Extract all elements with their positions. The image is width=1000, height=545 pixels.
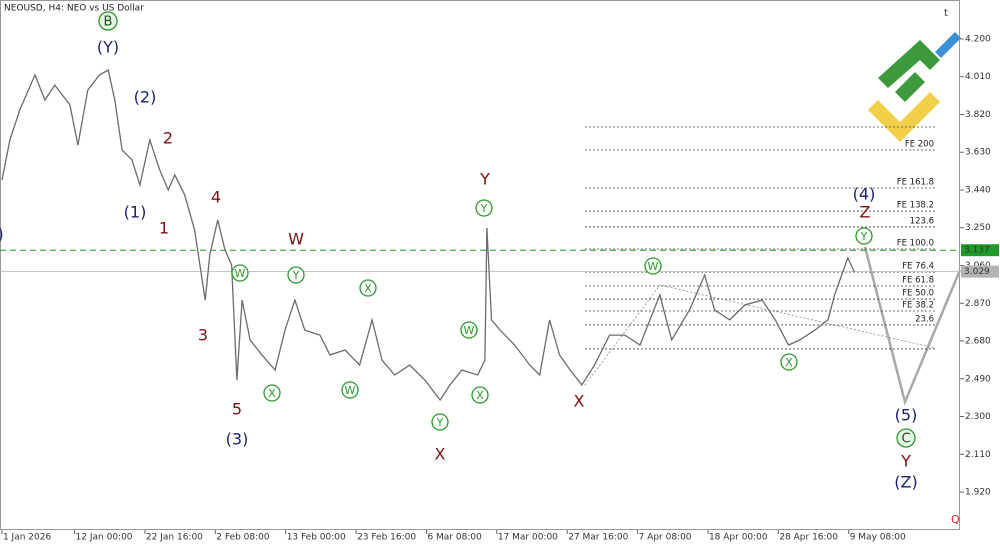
wave-circle [471,386,489,404]
wave-label: X [574,392,585,411]
wave-label: Y [900,452,911,471]
wave-circle [475,199,493,217]
y-tick-label: 3.440 [965,185,991,195]
wave-label: C [901,432,910,447]
wave-circle [855,227,873,245]
wave-label: X [268,387,276,400]
wave-circle [780,353,798,371]
wave-label: 2 [163,129,173,148]
wave-circle [896,428,916,448]
wave-label: W [288,230,304,249]
chart-title: NEOUSD, H4: NEO vs US Dollar [4,4,144,14]
projection-line [863,246,962,406]
wave-label: W [345,384,356,397]
x-tick-label: 2 Feb 08:00 [216,533,270,543]
wave-circle [231,264,249,282]
y-tick-label: 4.010 [965,72,991,82]
x-tick-label: 28 Apr 16:00 [779,533,838,543]
toolbar-icon[interactable]: t [944,8,948,19]
wave-label: (2) [134,88,157,107]
trend-line [584,284,936,386]
y-tick-label: 4.200 [965,34,991,44]
corner-icon[interactable]: Q [951,513,960,526]
wave-label: 5 [232,400,242,419]
x-tick-label: 18 Apr 00:00 [709,533,768,543]
wave-label: W [235,267,246,280]
logo [868,32,961,142]
y-tick-label: 2.490 [965,374,991,384]
wave-label: (Y) [97,38,119,57]
x-tick-label: 9 May 08:00 [850,533,906,543]
wave-label: Y [436,416,444,429]
x-tick-label: 7 Apr 08:00 [639,533,692,543]
wave-label: Y [860,230,868,243]
x-tick-label: 22 Jan 16:00 [146,533,203,543]
x-tick-label: 17 Mar 00:00 [498,533,558,543]
fib-label: 123.6 [910,216,934,226]
x-tick-label: 27 Mar 16:00 [568,533,628,543]
y-tick-label: 3.820 [965,110,991,120]
price-tag-label: 3.029 [964,267,990,277]
x-tick-label: 6 Mar 08:00 [427,533,482,543]
price-tag-label: 3.137 [964,246,990,256]
wave-circle [359,279,377,297]
y-tick-label: 2.110 [965,450,991,460]
fib-label: FE 76.4 [902,262,934,272]
wave-circle [644,257,662,275]
wave-label: 4 [211,188,221,207]
y-tick-label: 3.250 [965,223,991,233]
price-line-series [1,68,855,402]
wave-circle [460,321,478,339]
wave-label: X [364,282,372,295]
wave-circle [263,384,281,402]
wave-label: W [464,324,475,337]
wave-label: 3 [198,326,208,345]
wave-label: (3) [226,430,249,449]
x-tick-label: 12 Jan 00:00 [76,533,133,543]
x-tick-label: 13 Feb 00:00 [287,533,346,543]
wave-circle [98,11,118,31]
fib-label: FE 100.0 [897,239,934,249]
fib-label: 23.6 [915,314,934,324]
wave-label: Z [860,203,871,222]
y-tick-label: 2.680 [965,337,991,347]
plot-frame [0,0,960,530]
x-tick-label: 1 Jan 2026 [3,533,51,543]
wave-label: W [648,260,659,273]
price-tag [961,265,999,278]
wave-circle [431,413,449,431]
x-tick-label: 23 Feb 16:00 [357,533,416,543]
wave-label: (X) [0,225,4,244]
wave-label: X [476,389,484,402]
y-tick-label: 2.300 [965,412,991,422]
wave-circle [287,266,305,284]
fib-label: FE 200 [905,140,934,150]
fib-label: FE 61.8 [902,275,934,285]
y-tick-label: 3.630 [965,148,991,158]
fib-label: FE 161.8 [897,177,934,187]
wave-circle [341,381,359,399]
fib-label: FE 38.2 [902,301,934,311]
wave-label: (1) [124,203,147,222]
wave-label: X [785,356,793,369]
fib-label: FE 138.2 [897,201,934,211]
fib-label: FE 50.0 [902,289,934,299]
wave-label: Y [479,170,490,189]
wave-label: 1 [159,219,169,238]
wave-label: (5) [895,406,918,425]
wave-label: B [104,15,113,30]
wave-label: (4) [853,185,876,204]
y-tick-label: 1.920 [965,488,991,498]
wave-label: Y [292,269,300,282]
wave-label: X [435,445,446,464]
price-tag [961,244,999,257]
wave-label: Y [480,202,488,215]
y-tick-label: 2.870 [965,299,991,309]
wave-label: (Z) [894,473,917,492]
